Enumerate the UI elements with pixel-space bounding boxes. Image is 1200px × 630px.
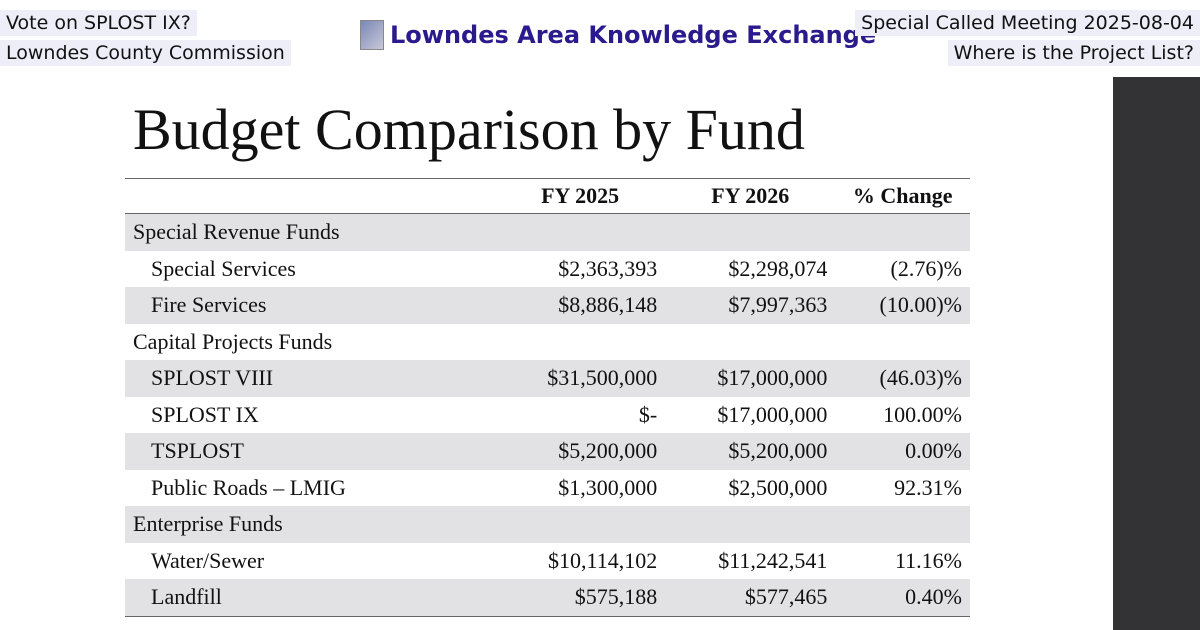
cell-value: 0.40%	[835, 579, 970, 616]
cell-value: $11,242,541	[718, 547, 828, 573]
cell-value: 92.31%	[894, 474, 962, 500]
slide-title: Budget Comparison by Fund	[133, 97, 805, 162]
budget-table: FY 2025 FY 2026% Change Special Revenue F…	[125, 178, 970, 617]
data-row: Public Roads – LMIG $1,300,000 $2,500,000 9…	[125, 470, 970, 507]
cell-value: (2.76)%	[890, 255, 962, 281]
cell-value: 0.00%	[835, 433, 970, 470]
row-label: Public Roads – LMIG	[151, 474, 346, 500]
cell-value: (10.00)%	[835, 287, 970, 324]
data-row: Fire Services $8,886,148 $7,997,363 (10.00)…	[125, 287, 970, 324]
data-row: SPLOST VIII $31,500,000 $17,000,000 (46.03)…	[125, 360, 970, 397]
column-header: % Change	[835, 178, 970, 214]
cell-value: $2,500,000	[728, 474, 828, 500]
data-row: Landfill $575,188 $577,465 0.40%	[125, 579, 970, 616]
row-label: Landfill	[125, 579, 495, 616]
group-label: Enterprise Funds	[125, 506, 970, 543]
nav-link[interactable]: Vote on SPLOST IX?	[0, 10, 197, 36]
cell-value: $2,298,074	[728, 255, 828, 281]
data-row: Water/Sewer $10,114,102 $11,242,541 11.16%	[125, 543, 970, 580]
table-body: Special Revenue Funds Special Services $2,…	[125, 213, 970, 616]
data-row: Special Services $2,363,393 $2,298,074 (2.7…	[125, 251, 970, 288]
site-brand[interactable]: Lowndes Area Knowledge Exchange	[360, 20, 876, 50]
cell-value: $577,465	[665, 579, 836, 616]
logo	[360, 20, 384, 50]
cell-value: $5,200,000	[495, 433, 666, 470]
row-label: Special Services	[151, 255, 296, 281]
cell-value: $31,500,000	[495, 360, 666, 397]
group-label: Special Revenue Funds	[125, 213, 970, 251]
row-label: SPLOST IX	[151, 401, 259, 427]
nav-link[interactable]: Special Called Meeting 2025-08-04	[855, 10, 1200, 36]
side-panel	[1113, 77, 1200, 630]
cell-value: (46.03)%	[835, 360, 970, 397]
row-label: TSPLOST	[125, 433, 495, 470]
brand-text: Lowndes Area Knowledge Exchange	[390, 21, 877, 49]
cell-value: $17,000,000	[717, 401, 828, 427]
group-row: Special Revenue Funds	[125, 213, 970, 251]
nav-link[interactable]: Lowndes County Commission	[0, 40, 291, 66]
cell-value: $8,886,148	[495, 287, 666, 324]
column-header: FY 2025	[495, 178, 666, 214]
group-label: Capital Projects Funds	[133, 328, 333, 354]
cell-value: $10,114,102	[548, 547, 658, 573]
data-row: SPLOST IX $- $17,000,000 100.00%	[125, 397, 970, 434]
cell-value: $1,300,000	[558, 474, 658, 500]
cell-value: $17,000,000	[665, 360, 836, 397]
cell-value: 100.00%	[883, 401, 962, 427]
cell-value: $5,200,000	[665, 433, 836, 470]
cell-value: $-	[638, 401, 658, 427]
group-row: Capital Projects Funds	[125, 324, 970, 361]
header-row: FY 2025 FY 2026% Change	[125, 178, 970, 214]
cell-value: 11.16%	[894, 547, 962, 573]
row-label: Water/Sewer	[151, 547, 265, 573]
cell-value: $2,363,393	[558, 255, 658, 281]
group-row: Enterprise Funds	[125, 506, 970, 543]
header-cell	[125, 178, 495, 214]
nav-link[interactable]: Where is the Project List?	[947, 40, 1200, 66]
column-header: FY 2026	[665, 178, 836, 214]
cell-value: $575,188	[495, 579, 666, 616]
row-label: Fire Services	[125, 287, 495, 324]
row-label: SPLOST VIII	[125, 360, 495, 397]
data-row: TSPLOST $5,200,000 $5,200,000 0.00%	[125, 433, 970, 470]
cell-value: $7,997,363	[665, 287, 836, 324]
